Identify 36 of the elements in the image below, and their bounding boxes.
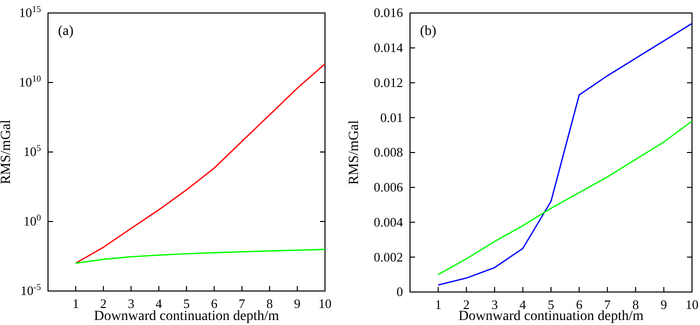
y-tick-label: 10$^{10}$ bbox=[19, 74, 42, 90]
y-tick-label: 0 bbox=[396, 284, 403, 300]
x-tick-label: 5 bbox=[183, 296, 190, 312]
x-axis-title: Downward continuation depth/m bbox=[94, 309, 280, 324]
y-tick-label: 0.01 bbox=[380, 110, 403, 125]
x-tick-label: 4 bbox=[156, 296, 163, 312]
y-axis-title: RMS/mGal bbox=[347, 120, 362, 185]
line-series bbox=[438, 22, 692, 286]
y-tick-label: 0.016 bbox=[374, 5, 404, 20]
x-tick-label: 1 bbox=[72, 296, 79, 312]
y-tick-label: 0.014 bbox=[374, 40, 404, 56]
x-tick-label: 7 bbox=[238, 296, 246, 312]
annotation: (a) bbox=[58, 24, 74, 39]
x-tick-label: 2 bbox=[100, 296, 107, 312]
x-tick-label: 9 bbox=[294, 296, 301, 312]
y-tick-label: 10$^{15}$ bbox=[19, 4, 42, 20]
line-series bbox=[75, 248, 325, 264]
y-tick-label: 10$^{0}$ bbox=[24, 212, 42, 229]
y-tick-label: 0.002 bbox=[374, 249, 403, 264]
x-tick-label: 9 bbox=[660, 297, 668, 312]
x-tick-label: 1 bbox=[434, 297, 442, 312]
y-tick-label: 0.008 bbox=[374, 144, 403, 160]
y-tick-label: 10$^{-5}$ bbox=[20, 282, 42, 298]
y-tick-label: 0.012 bbox=[374, 74, 403, 90]
line-series bbox=[438, 120, 692, 276]
y-axis-title: RMS/mGal bbox=[0, 120, 14, 184]
x-tick-label: 3 bbox=[128, 296, 134, 312]
x-tick-label: 10 bbox=[318, 296, 332, 312]
y-tick-label: 0.006 bbox=[374, 180, 404, 195]
line-series bbox=[75, 63, 325, 264]
annotation: (b) bbox=[420, 24, 437, 39]
x-tick-label: 10 bbox=[686, 297, 698, 312]
x-tick-label: 8 bbox=[266, 296, 273, 312]
y-tick-label: 10$^{5}$ bbox=[24, 143, 42, 160]
x-tick-label: 6 bbox=[210, 296, 218, 312]
y-tick-label: 0.004 bbox=[374, 214, 404, 230]
